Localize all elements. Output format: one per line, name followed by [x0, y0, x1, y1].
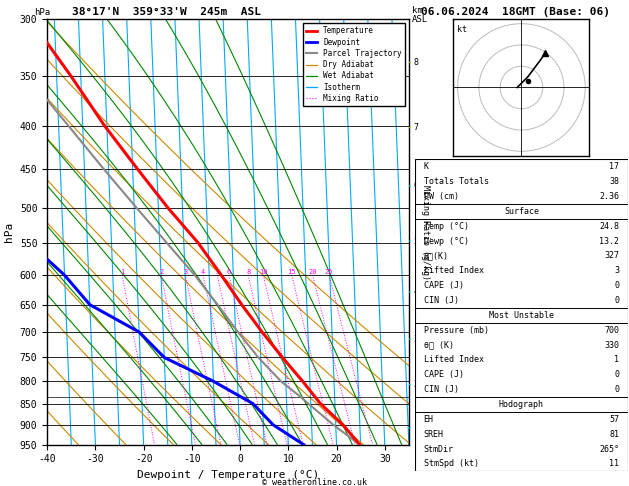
Text: 11: 11 — [610, 459, 619, 469]
Text: θᴄ (K): θᴄ (K) — [424, 341, 454, 349]
Text: Lifted Index: Lifted Index — [424, 355, 484, 364]
Text: 81: 81 — [610, 430, 619, 439]
Text: Dewp (°C): Dewp (°C) — [424, 237, 469, 245]
Text: 13.2: 13.2 — [599, 237, 619, 245]
Text: 0: 0 — [615, 385, 619, 394]
Text: 2: 2 — [159, 269, 164, 275]
Text: 57: 57 — [610, 415, 619, 424]
Y-axis label: hPa: hPa — [4, 222, 14, 242]
Text: Surface: Surface — [504, 207, 539, 216]
Text: Pressure (mb): Pressure (mb) — [424, 326, 489, 335]
Legend: Temperature, Dewpoint, Parcel Trajectory, Dry Adiabat, Wet Adiabat, Isotherm, Mi: Temperature, Dewpoint, Parcel Trajectory… — [303, 23, 405, 106]
Text: CAPE (J): CAPE (J) — [424, 281, 464, 290]
Text: PW (cm): PW (cm) — [424, 192, 459, 201]
FancyBboxPatch shape — [415, 159, 628, 471]
Text: 17: 17 — [610, 162, 619, 172]
Text: 20: 20 — [308, 269, 317, 275]
Text: 0: 0 — [615, 281, 619, 290]
Text: 8: 8 — [414, 58, 419, 67]
Text: 700: 700 — [604, 326, 619, 335]
Text: SREH: SREH — [424, 430, 443, 439]
X-axis label: Dewpoint / Temperature (°C): Dewpoint / Temperature (°C) — [137, 470, 319, 480]
Text: EH: EH — [424, 415, 433, 424]
Text: 4: 4 — [201, 269, 205, 275]
Text: 5: 5 — [414, 237, 419, 245]
Text: 0: 0 — [615, 296, 619, 305]
Text: 6: 6 — [414, 181, 419, 191]
Text: 5: 5 — [215, 269, 220, 275]
Text: 38: 38 — [610, 177, 619, 186]
Text: 1: 1 — [615, 355, 619, 364]
Text: Most Unstable: Most Unstable — [489, 311, 554, 320]
Text: km: km — [412, 5, 423, 15]
Text: 3: 3 — [615, 266, 619, 276]
Text: 8: 8 — [246, 269, 250, 275]
Text: 330: 330 — [604, 341, 619, 349]
Text: StmDir: StmDir — [424, 445, 454, 453]
Text: 1: 1 — [120, 269, 125, 275]
Text: 15: 15 — [287, 269, 296, 275]
Text: 2.36: 2.36 — [599, 192, 619, 201]
Text: 10: 10 — [259, 269, 267, 275]
Text: Totals Totals: Totals Totals — [424, 177, 489, 186]
Text: 0: 0 — [615, 370, 619, 380]
Text: 327: 327 — [604, 251, 619, 260]
Text: 25: 25 — [325, 269, 333, 275]
Text: CIN (J): CIN (J) — [424, 296, 459, 305]
Text: 3: 3 — [414, 335, 419, 344]
Text: 3: 3 — [183, 269, 187, 275]
Text: © weatheronline.co.uk: © weatheronline.co.uk — [262, 478, 367, 486]
Text: 1: 1 — [414, 423, 419, 433]
Text: 265°: 265° — [599, 445, 619, 453]
Text: 7: 7 — [414, 123, 419, 132]
Text: 2: 2 — [414, 380, 419, 389]
Text: Hodograph: Hodograph — [499, 400, 544, 409]
Text: 24.8: 24.8 — [599, 222, 619, 231]
Text: CAPE (J): CAPE (J) — [424, 370, 464, 380]
Text: 06.06.2024  18GMT (Base: 06): 06.06.2024 18GMT (Base: 06) — [421, 7, 610, 17]
Text: Mixing Ratio (g/kg): Mixing Ratio (g/kg) — [421, 185, 430, 279]
Text: 6: 6 — [227, 269, 231, 275]
Text: hPa: hPa — [35, 8, 51, 17]
Text: K: K — [424, 162, 428, 172]
Text: 38°17'N  359°33'W  245m  ASL: 38°17'N 359°33'W 245m ASL — [72, 7, 261, 17]
Text: kt: kt — [457, 25, 467, 34]
Text: CIN (J): CIN (J) — [424, 385, 459, 394]
Text: θᴄ(K): θᴄ(K) — [424, 251, 448, 260]
Text: 4: 4 — [414, 288, 419, 296]
Text: StmSpd (kt): StmSpd (kt) — [424, 459, 479, 469]
Text: ASL: ASL — [412, 15, 428, 24]
Text: Temp (°C): Temp (°C) — [424, 222, 469, 231]
Text: LCL: LCL — [414, 393, 429, 401]
Text: Lifted Index: Lifted Index — [424, 266, 484, 276]
